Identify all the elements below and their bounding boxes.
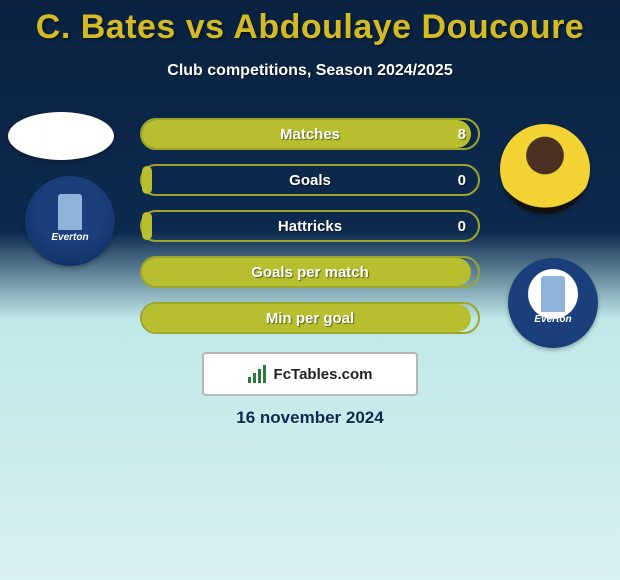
bar-value-right: 0 xyxy=(458,164,466,196)
date-label: 16 november 2024 xyxy=(0,408,620,428)
stat-row: Hattricks0 xyxy=(140,210,480,242)
player-left-avatar xyxy=(8,112,114,160)
bar-label: Matches xyxy=(140,118,480,150)
club-right-name: Everton xyxy=(508,314,598,325)
subtitle: Club competitions, Season 2024/2025 xyxy=(0,62,620,80)
chart-icon xyxy=(248,365,266,383)
stat-row: Goals0 xyxy=(140,164,480,196)
bar-value-right: 0 xyxy=(458,210,466,242)
bar-label: Goals xyxy=(140,164,480,196)
player-right-avatar xyxy=(500,124,590,214)
stat-row: Matches8 xyxy=(140,118,480,150)
club-tower-icon xyxy=(541,276,565,312)
club-left-name: Everton xyxy=(25,232,115,243)
bar-label: Hattricks xyxy=(140,210,480,242)
bar-label: Min per goal xyxy=(140,302,480,334)
footer-brand-text: FcTables.com xyxy=(274,366,373,383)
comparison-bars: Matches8Goals0Hattricks0Goals per matchM… xyxy=(140,118,480,348)
club-tower-icon xyxy=(58,194,82,230)
footer-branding: FcTables.com xyxy=(202,352,418,396)
stat-row: Goals per match xyxy=(140,256,480,288)
club-left-badge: Everton xyxy=(25,176,115,266)
stat-row: Min per goal xyxy=(140,302,480,334)
club-right-badge: Everton xyxy=(508,258,598,348)
page-title: C. Bates vs Abdoulaye Doucoure xyxy=(0,8,620,47)
bar-label: Goals per match xyxy=(140,256,480,288)
bar-value-right: 8 xyxy=(458,118,466,150)
